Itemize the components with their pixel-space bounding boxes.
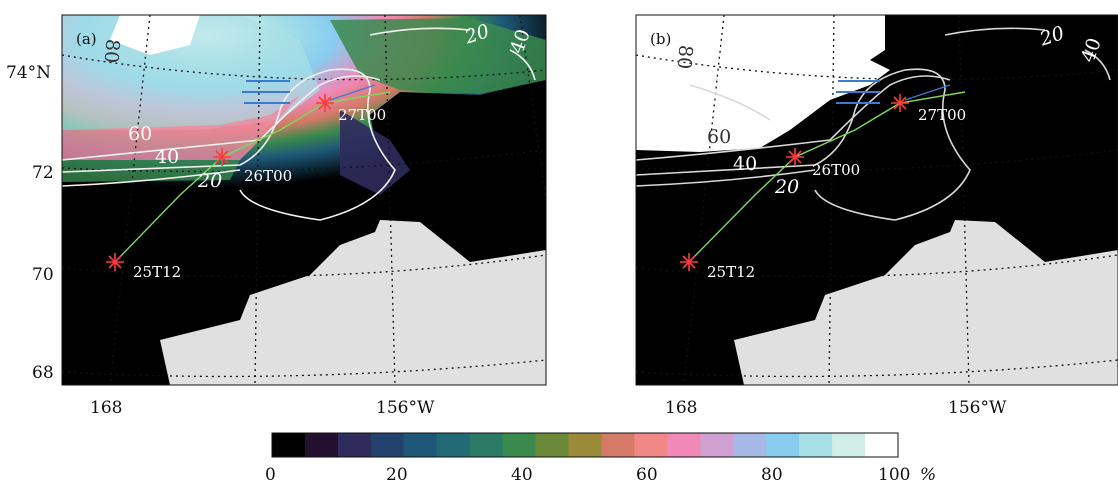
colorbar-swatch: [535, 433, 570, 457]
ice-region-b: [636, 15, 890, 152]
contour-label-60-a: 60: [128, 123, 152, 145]
graticule: [62, 15, 546, 385]
colorbar-tick-80: 80: [761, 465, 783, 485]
colorbar-unit: %: [920, 465, 936, 485]
colorbar-swatch: [568, 433, 602, 457]
colorbar-swatch: [304, 433, 339, 457]
colorbar-tick-40: 40: [511, 465, 533, 485]
panel-a-frame: [61, 14, 547, 386]
lon-label-168-a: 168: [90, 398, 122, 418]
ice-band-green: [330, 18, 546, 94]
colorbar-swatch: [865, 433, 899, 457]
contour-label-20-b: 20: [774, 176, 799, 198]
marker-27t00-b: [891, 94, 909, 112]
contours-b: [636, 27, 1111, 221]
marker-25t12-b: [680, 253, 698, 271]
colorbar-swatch: [799, 433, 833, 457]
colorbar-tick-60: 60: [636, 465, 658, 485]
colorbar-swatch: [766, 433, 800, 457]
graticule-b: [636, 15, 1118, 385]
colorbar-swatch: [601, 433, 635, 457]
track-label-26t00: 26T00: [244, 167, 292, 185]
panel-b: 25T12 26T00 27T00 80 60 40 20 20 40: [636, 15, 1118, 385]
markers-a: [106, 94, 334, 271]
contour-label-40-a: 40: [155, 146, 179, 168]
contour-label-80-a: 80: [100, 38, 124, 64]
colorbar-tick-20: 20: [386, 465, 408, 485]
obs-marks-b: [836, 80, 880, 104]
colorbar-swatch: [436, 433, 471, 457]
track-label-27t00-b: 27T00: [918, 106, 966, 124]
contour-label-60-b: 60: [707, 126, 731, 148]
track-label-25t12: 25T12: [133, 263, 181, 281]
colorbar-swatch: [700, 433, 734, 457]
marker-26t00: [213, 148, 231, 166]
marker-26t00-b: [786, 148, 804, 166]
colorbar-swatch: [667, 433, 701, 457]
panel-a: 25T12 26T00 27T00 80 60 40 20 20 40: [62, 15, 546, 385]
track-label-25t12-b: 25T12: [707, 263, 755, 281]
colorbar-swatch: [403, 433, 438, 457]
colorbar-swatch: [272, 433, 306, 457]
colorbar-swatch: [370, 433, 405, 457]
contours-a: [62, 27, 536, 221]
panel-b-frame: [635, 14, 1118, 386]
lat-label-74: 74°N: [6, 63, 51, 83]
storm-track-alt-a: [329, 84, 376, 101]
colorbar-swatch: [733, 433, 767, 457]
land-alaska-b: [734, 220, 1118, 385]
track-label-27t00: 27T00: [338, 106, 386, 124]
ice-band-full: [110, 15, 200, 55]
lat-label-72: 72: [32, 163, 54, 183]
track-label-26t00-b: 26T00: [812, 161, 860, 179]
contour-label-20-a: 20: [197, 170, 222, 192]
ice-band-pink: [62, 95, 300, 160]
storm-track-a: [114, 91, 391, 263]
contour-label-40-b: 40: [733, 153, 757, 175]
lon-label-168-b: 168: [665, 398, 697, 418]
panel-label-a: (a): [76, 30, 97, 48]
colorbar-tick-0: 0: [265, 465, 276, 485]
colorbar-swatch: [832, 433, 866, 457]
marker-25t12: [106, 253, 124, 271]
colorbar-swatch: [337, 433, 372, 457]
marker-27t00: [316, 94, 334, 112]
storm-track-b: [688, 91, 966, 263]
lon-label-156-b: 156°W: [948, 398, 1007, 418]
ice-band-mid: [62, 160, 240, 182]
colorbar-frame: [271, 432, 899, 458]
colorbar: [272, 433, 899, 457]
lon-label-156-a: 156°W: [376, 398, 435, 418]
colorbar-tick-100: 100: [878, 465, 910, 485]
markers-b: [680, 94, 909, 271]
colorbar-swatch: [634, 433, 668, 457]
storm-track-alt-b: [904, 84, 951, 101]
contour-label-80-b: 80: [673, 44, 697, 70]
colorbar-swatch: [469, 433, 504, 457]
obs-marks-a: [242, 80, 290, 104]
lat-label-70: 70: [32, 265, 54, 285]
lat-label-68: 68: [32, 363, 54, 383]
colorbar-swatch: [502, 433, 537, 457]
land-alaska: [160, 220, 546, 385]
panel-label-b: (b): [650, 30, 671, 48]
